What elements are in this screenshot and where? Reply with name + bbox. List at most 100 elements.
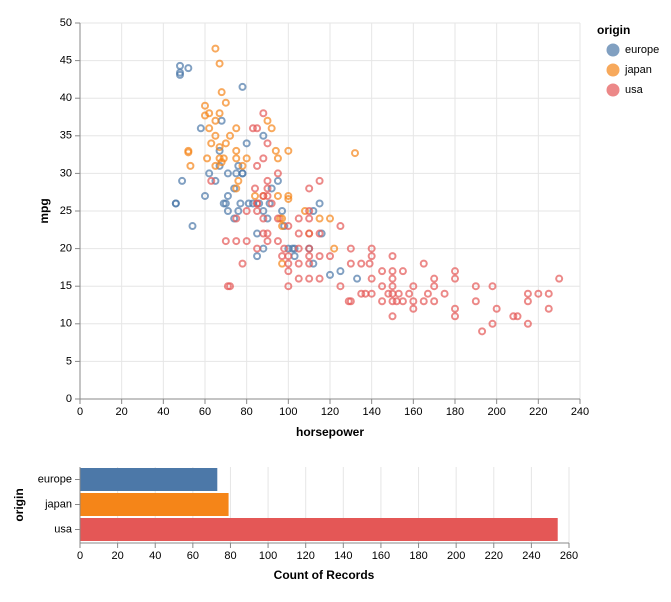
y-tick-label: usa bbox=[54, 523, 73, 535]
point bbox=[398, 297, 407, 306]
point bbox=[509, 312, 518, 321]
point bbox=[451, 312, 459, 321]
point bbox=[273, 214, 282, 223]
point bbox=[273, 191, 282, 200]
point bbox=[315, 176, 324, 185]
point bbox=[513, 312, 522, 321]
point bbox=[523, 297, 532, 306]
legend-label: usa bbox=[625, 84, 644, 96]
point bbox=[263, 184, 272, 193]
point bbox=[336, 267, 345, 276]
point bbox=[284, 194, 293, 203]
point bbox=[388, 252, 397, 261]
point bbox=[419, 297, 428, 306]
point bbox=[217, 88, 226, 97]
point bbox=[409, 304, 418, 313]
x-tick-label: 220 bbox=[529, 406, 547, 418]
point bbox=[219, 154, 228, 163]
point bbox=[267, 199, 276, 208]
y-axis-title: origin bbox=[12, 488, 26, 521]
point bbox=[201, 101, 209, 110]
point bbox=[186, 161, 195, 170]
point bbox=[555, 274, 564, 283]
point bbox=[405, 289, 414, 298]
point bbox=[234, 207, 243, 215]
x-tick-label: 60 bbox=[199, 406, 211, 418]
point bbox=[259, 109, 268, 118]
point bbox=[221, 199, 230, 208]
point bbox=[238, 169, 247, 178]
point bbox=[367, 252, 376, 261]
point bbox=[378, 267, 387, 276]
point bbox=[263, 229, 272, 238]
x-tick-label: 160 bbox=[404, 406, 422, 418]
point bbox=[294, 214, 303, 223]
point bbox=[378, 282, 387, 291]
point bbox=[305, 184, 314, 193]
point bbox=[273, 154, 282, 163]
x-tick-label: 0 bbox=[77, 550, 83, 562]
point bbox=[251, 191, 259, 200]
point bbox=[290, 252, 299, 261]
point bbox=[326, 270, 334, 279]
point bbox=[232, 146, 241, 155]
x-tick-label: 240 bbox=[522, 550, 540, 562]
point bbox=[544, 304, 553, 313]
y-tick-label: europe bbox=[38, 473, 72, 485]
point bbox=[278, 259, 287, 268]
point bbox=[388, 312, 397, 321]
point bbox=[351, 149, 359, 158]
point bbox=[242, 139, 251, 148]
point bbox=[226, 131, 234, 140]
x-tick-label: 80 bbox=[224, 550, 236, 562]
point bbox=[278, 214, 287, 223]
point bbox=[430, 297, 439, 306]
point bbox=[242, 237, 251, 246]
point bbox=[336, 282, 345, 291]
x-axis-title: horsepower bbox=[296, 425, 364, 439]
point bbox=[284, 222, 293, 231]
point bbox=[388, 297, 397, 306]
point bbox=[221, 98, 230, 107]
point bbox=[544, 289, 553, 298]
point bbox=[305, 229, 314, 238]
point bbox=[263, 176, 272, 185]
x-tick-label: 60 bbox=[187, 550, 199, 562]
point bbox=[346, 297, 355, 306]
legend-label: japan bbox=[624, 64, 652, 76]
point bbox=[357, 289, 366, 298]
point bbox=[253, 161, 262, 170]
legend-symbol bbox=[606, 43, 620, 57]
point bbox=[236, 199, 245, 208]
point bbox=[398, 267, 407, 276]
y-tick-label: 25 bbox=[60, 205, 72, 217]
y-tick-label: 15 bbox=[60, 280, 72, 292]
point bbox=[280, 244, 289, 253]
point bbox=[171, 199, 180, 208]
point bbox=[278, 207, 287, 215]
point bbox=[305, 244, 314, 253]
point bbox=[178, 176, 187, 185]
point bbox=[211, 116, 220, 125]
y-axis-title: mpg bbox=[37, 198, 51, 223]
point bbox=[263, 214, 272, 223]
point bbox=[290, 244, 299, 253]
point bbox=[207, 176, 216, 185]
point bbox=[267, 184, 276, 193]
point bbox=[244, 199, 253, 208]
x-tick-label: 260 bbox=[560, 550, 578, 562]
legend-title: origin bbox=[597, 23, 630, 37]
point bbox=[284, 267, 293, 276]
point bbox=[253, 124, 262, 133]
x-tick-label: 180 bbox=[409, 550, 427, 562]
point bbox=[253, 244, 262, 253]
point bbox=[263, 237, 272, 246]
x-tick-label: 220 bbox=[485, 550, 503, 562]
point bbox=[203, 154, 212, 163]
point bbox=[471, 282, 480, 291]
point bbox=[361, 289, 370, 298]
y-tick-label: 50 bbox=[60, 17, 72, 29]
point bbox=[336, 222, 345, 231]
